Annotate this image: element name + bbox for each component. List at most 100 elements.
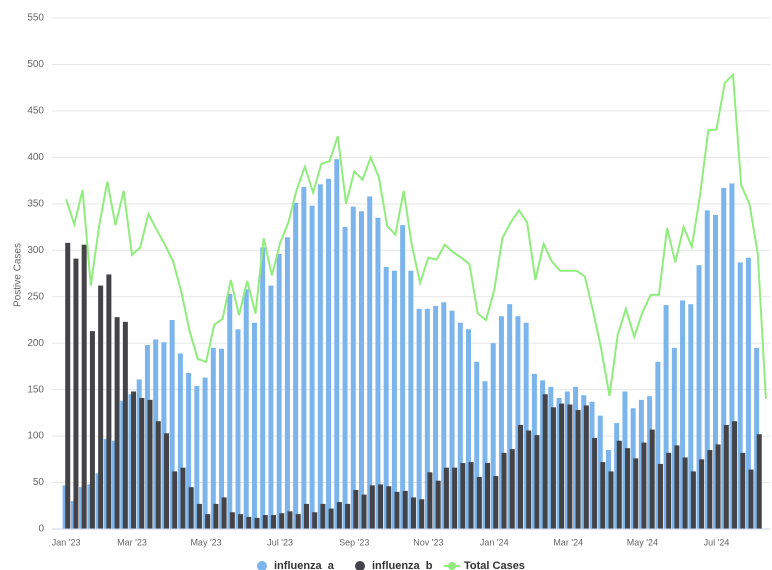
- bar: [515, 316, 521, 529]
- bar: [476, 476, 482, 529]
- bar: [523, 322, 529, 529]
- bar: [666, 452, 672, 529]
- bar: [180, 467, 186, 529]
- bar: [62, 485, 68, 529]
- bar: [378, 484, 384, 529]
- bar: [369, 485, 375, 529]
- bar: [293, 202, 299, 529]
- x-tick-label: Jan '23: [52, 537, 81, 547]
- bar: [466, 329, 472, 529]
- bar: [449, 310, 455, 529]
- bar: [501, 452, 507, 529]
- bar: [597, 415, 603, 529]
- y-tick-label: 450: [27, 106, 44, 117]
- y-tick-label: 0: [38, 524, 44, 535]
- bar: [303, 503, 309, 529]
- bar: [564, 391, 570, 529]
- bar: [457, 322, 463, 529]
- bar: [410, 497, 416, 529]
- bar: [361, 494, 367, 529]
- bar: [493, 476, 499, 529]
- bar: [592, 437, 598, 529]
- bar: [433, 306, 439, 529]
- bar: [657, 463, 663, 529]
- bar: [416, 308, 422, 529]
- bar: [320, 503, 326, 529]
- x-tick-label: May '24: [627, 537, 658, 547]
- bar: [112, 440, 118, 529]
- x-tick-label: Mar '23: [117, 537, 147, 547]
- bar: [194, 385, 200, 529]
- bar: [704, 210, 710, 529]
- bar: [386, 486, 392, 529]
- bar: [460, 463, 466, 529]
- bar: [210, 347, 216, 529]
- bar: [435, 480, 441, 529]
- bar: [531, 373, 537, 529]
- legend-marker: [355, 561, 365, 570]
- bar: [164, 433, 170, 529]
- bar: [268, 285, 274, 529]
- y-tick-label: 550: [27, 13, 44, 24]
- bar: [131, 391, 137, 529]
- y-tick-label: 500: [27, 59, 44, 70]
- bar: [155, 421, 161, 529]
- bar: [663, 305, 669, 529]
- bar: [690, 471, 696, 529]
- bar: [745, 257, 751, 529]
- bar: [350, 206, 356, 529]
- bar: [400, 225, 406, 530]
- bar: [468, 462, 474, 529]
- x-tick-label: Jul '24: [704, 537, 730, 547]
- bar: [81, 244, 87, 529]
- bar: [284, 237, 290, 530]
- bar: [443, 467, 449, 529]
- bar: [271, 515, 277, 529]
- bar: [575, 410, 581, 529]
- bar: [147, 399, 153, 529]
- bar: [336, 502, 342, 529]
- bar: [295, 514, 301, 529]
- bar: [616, 440, 622, 529]
- bar: [419, 499, 425, 529]
- bar: [633, 458, 639, 529]
- bar: [498, 316, 504, 529]
- bar: [254, 517, 260, 529]
- bar: [287, 511, 293, 529]
- bar: [202, 377, 208, 529]
- bar: [707, 450, 713, 529]
- bar: [630, 408, 636, 529]
- bar: [696, 265, 702, 529]
- bar: [715, 444, 721, 529]
- bar: [625, 448, 631, 529]
- bar: [542, 394, 548, 529]
- x-tick-label: Nov '23: [413, 537, 443, 547]
- bar: [196, 503, 202, 529]
- bar: [534, 435, 540, 529]
- bar: [246, 516, 252, 529]
- bar: [518, 424, 524, 529]
- bar: [723, 424, 729, 529]
- bar: [95, 473, 101, 529]
- bar: [394, 491, 400, 529]
- bar: [482, 381, 488, 529]
- bar: [638, 399, 644, 529]
- bar: [509, 449, 515, 529]
- bar: [600, 462, 606, 529]
- bar: [89, 331, 95, 529]
- bar: [408, 270, 414, 529]
- bar: [737, 262, 743, 529]
- bar: [614, 423, 620, 529]
- bar: [161, 342, 167, 529]
- bar: [169, 319, 175, 529]
- bar: [87, 484, 93, 529]
- bar: [122, 321, 128, 529]
- x-tick-label: Jan '24: [480, 537, 509, 547]
- legend-label: Total Cases: [464, 560, 525, 570]
- bar: [402, 490, 408, 529]
- bar: [279, 513, 285, 529]
- bar: [583, 405, 589, 529]
- bar: [139, 397, 145, 529]
- bar: [98, 285, 104, 529]
- bar: [548, 386, 554, 529]
